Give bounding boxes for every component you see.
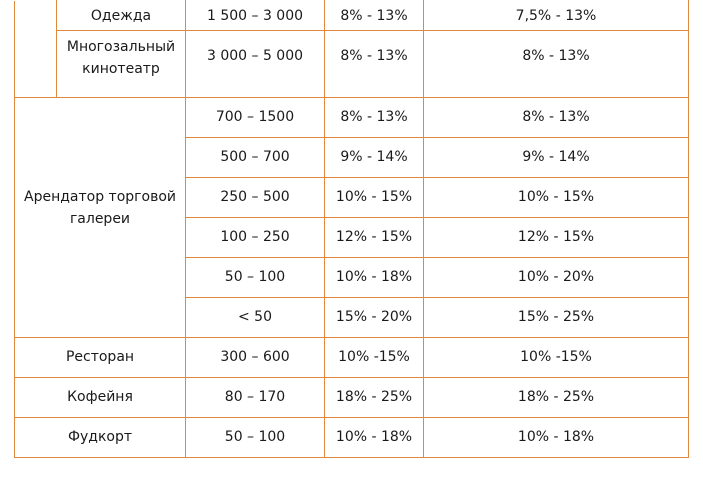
area-value: 50 – 100 — [224, 429, 286, 445]
rate2-value: 10% - 20% — [517, 269, 595, 285]
gallery-label-line2: галереи — [69, 211, 131, 227]
area-cell: 1 500 – 3 000 — [185, 0, 325, 31]
rate2-value: 10% - 18% — [517, 429, 595, 445]
rate1-value: 10% - 15% — [335, 189, 413, 205]
area-value: 500 – 700 — [220, 149, 290, 165]
tenant-rates-table: Одежда 1 500 – 3 000 8% - 13% 7,5% - 13%… — [14, 0, 689, 458]
rate2-value: 10% - 15% — [517, 189, 595, 205]
area-value: 3 000 – 5 000 — [206, 48, 304, 64]
area-cell: 700 – 1500 — [185, 97, 325, 138]
rate2-cell: 8% - 13% — [423, 97, 689, 138]
rate2-value: 12% - 15% — [517, 229, 595, 245]
rate2-cell: 15% - 25% — [423, 297, 689, 338]
table-row: Кофейня 80 – 170 18% - 25% 18% - 25% — [14, 377, 689, 418]
rate1-cell: 8% - 13% — [324, 30, 424, 98]
tenant-subtype-label: Одежда — [90, 8, 152, 24]
tenant-name-cell: Кофейня — [14, 377, 186, 418]
rate2-value: 18% - 25% — [517, 389, 595, 405]
rate1-value: 10% - 18% — [335, 269, 413, 285]
rate1-cell: 8% - 13% — [324, 97, 424, 138]
table-row: Фудкорт 50 – 100 10% - 18% 10% - 18% — [14, 417, 689, 458]
rate2-value: 9% - 14% — [522, 149, 590, 165]
table-row: 250 – 500 10% - 15% 10% - 15% — [15, 177, 689, 218]
rate1-cell: 9% - 14% — [324, 137, 424, 178]
area-value: 300 – 600 — [220, 349, 290, 365]
rate1-cell: 15% - 20% — [324, 297, 424, 338]
area-cell: 80 – 170 — [185, 377, 325, 418]
area-cell: 300 – 600 — [185, 337, 325, 378]
table-row: Арендатор торговой галереи 700 – 1500 8%… — [14, 97, 689, 338]
table-row: Ресторан 300 – 600 10% -15% 10% -15% — [14, 337, 689, 378]
gallery-label-line1: Арендатор торговой — [24, 189, 176, 205]
area-cell: 250 – 500 — [185, 177, 325, 218]
rate2-cell: 10% - 15% — [423, 177, 689, 218]
tenant-name: Кофейня — [67, 389, 133, 405]
rate1-value: 8% - 13% — [340, 8, 408, 24]
rate2-cell: 10% - 20% — [423, 257, 689, 298]
rate2-value: 15% - 25% — [517, 309, 595, 325]
rate1-value: 8% - 13% — [340, 48, 408, 64]
table-row: < 50 15% - 20% 15% - 25% — [15, 297, 689, 338]
rate1-cell: 10% - 18% — [324, 417, 424, 458]
area-cell: 3 000 – 5 000 — [185, 30, 325, 98]
area-cell: < 50 — [185, 297, 325, 338]
tenant-subtype-label-line1: Многозальный — [66, 39, 176, 55]
rate1-value: 15% - 20% — [335, 309, 413, 325]
table-row: 500 – 700 9% - 14% 9% - 14% — [15, 137, 689, 178]
rate1-cell: 12% - 15% — [324, 217, 424, 258]
rate2-value: 8% - 13% — [522, 109, 590, 125]
rate2-value: 8% - 13% — [522, 48, 590, 64]
area-cell: 100 – 250 — [185, 217, 325, 258]
rate2-value: 7,5% - 13% — [515, 8, 597, 24]
area-value: 1 500 – 3 000 — [206, 8, 304, 24]
rate1-cell: 10% - 15% — [324, 177, 424, 218]
area-value: 50 – 100 — [224, 269, 286, 285]
rate1-value: 8% - 13% — [340, 109, 408, 125]
area-value: 700 – 1500 — [215, 109, 295, 125]
tenant-name: Фудкорт — [67, 429, 133, 445]
rate1-value: 10% -15% — [338, 349, 410, 365]
gallery-tenant-cell: Арендатор торговой галереи — [14, 97, 186, 338]
rate2-cell: 7,5% - 13% — [423, 0, 689, 31]
rate1-cell: 10% - 18% — [324, 257, 424, 298]
group-indent-cell — [14, 0, 57, 98]
tenant-subtype-cell: Многозальный кинотеатр — [56, 30, 186, 98]
tenant-subtype-cell: Одежда — [56, 0, 186, 31]
tenant-name: Ресторан — [65, 349, 135, 365]
rate1-cell: 10% -15% — [324, 337, 424, 378]
area-cell: 50 – 100 — [185, 257, 325, 298]
area-value: 80 – 170 — [224, 389, 286, 405]
rate2-cell: 8% - 13% — [423, 30, 689, 98]
rate1-cell: 8% - 13% — [324, 0, 424, 31]
rate1-value: 12% - 15% — [335, 229, 413, 245]
tenant-subtype-label-line2: кинотеатр — [82, 61, 160, 77]
area-value: 250 – 500 — [220, 189, 290, 205]
area-value: < 50 — [238, 309, 272, 325]
rate2-cell: 18% - 25% — [423, 377, 689, 418]
rate2-value: 10% -15% — [520, 349, 592, 365]
tenant-name-cell: Фудкорт — [14, 417, 186, 458]
rate1-cell: 18% - 25% — [324, 377, 424, 418]
table-row: 50 – 100 10% - 18% 10% - 20% — [15, 257, 689, 298]
area-value: 100 – 250 — [220, 229, 290, 245]
rate1-value: 10% - 18% — [335, 429, 413, 445]
area-cell: 50 – 100 — [185, 417, 325, 458]
tenant-name-cell: Ресторан — [14, 337, 186, 378]
area-cell: 500 – 700 — [185, 137, 325, 178]
rate1-value: 9% - 14% — [340, 149, 408, 165]
rate2-cell: 10% -15% — [423, 337, 689, 378]
table-row: Одежда 1 500 – 3 000 8% - 13% 7,5% - 13% — [14, 0, 689, 98]
rate1-value: 18% - 25% — [335, 389, 413, 405]
rate2-cell: 12% - 15% — [423, 217, 689, 258]
rate2-cell: 9% - 14% — [423, 137, 689, 178]
table-row: 100 – 250 12% - 15% 12% - 15% — [15, 217, 689, 258]
rate2-cell: 10% - 18% — [423, 417, 689, 458]
table-row: Многозальный кинотеатр 3 000 – 5 000 8% … — [15, 30, 689, 98]
